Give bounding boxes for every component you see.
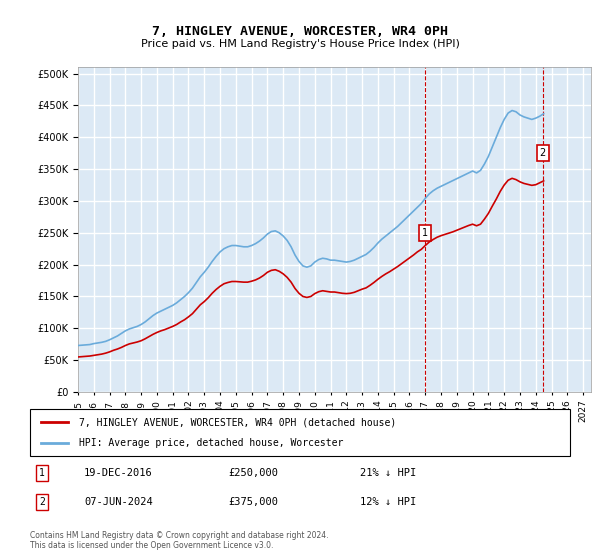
Text: 07-JUN-2024: 07-JUN-2024 (84, 497, 153, 507)
FancyBboxPatch shape (30, 409, 570, 456)
Text: 21% ↓ HPI: 21% ↓ HPI (360, 468, 416, 478)
Text: 2: 2 (539, 148, 546, 158)
Text: £375,000: £375,000 (228, 497, 278, 507)
Text: HPI: Average price, detached house, Worcester: HPI: Average price, detached house, Worc… (79, 438, 343, 448)
Text: 7, HINGLEY AVENUE, WORCESTER, WR4 0PH: 7, HINGLEY AVENUE, WORCESTER, WR4 0PH (152, 25, 448, 38)
Text: 1: 1 (39, 468, 45, 478)
Text: £250,000: £250,000 (228, 468, 278, 478)
Text: Price paid vs. HM Land Registry's House Price Index (HPI): Price paid vs. HM Land Registry's House … (140, 39, 460, 49)
Text: 19-DEC-2016: 19-DEC-2016 (84, 468, 153, 478)
Text: 12% ↓ HPI: 12% ↓ HPI (360, 497, 416, 507)
Text: Contains HM Land Registry data © Crown copyright and database right 2024.
This d: Contains HM Land Registry data © Crown c… (30, 530, 329, 550)
Text: 2: 2 (39, 497, 45, 507)
Text: 7, HINGLEY AVENUE, WORCESTER, WR4 0PH (detached house): 7, HINGLEY AVENUE, WORCESTER, WR4 0PH (d… (79, 417, 396, 427)
Text: 1: 1 (422, 228, 428, 238)
